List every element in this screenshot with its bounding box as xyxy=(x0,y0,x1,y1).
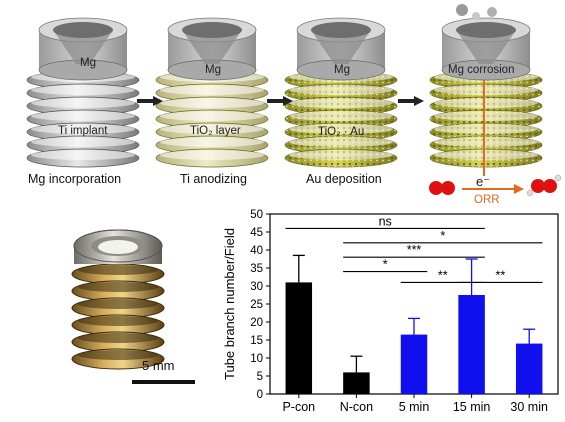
implant-step-4 xyxy=(429,17,543,168)
thread-gap xyxy=(160,85,264,95)
step1-ti-implant-label: Ti implant xyxy=(58,125,108,137)
y-tick-label: 35 xyxy=(250,263,263,275)
thread-gap xyxy=(31,98,135,108)
step4-orr-label: ORR xyxy=(474,194,500,206)
thread-gap xyxy=(434,124,538,134)
implant-step-1 xyxy=(26,17,140,168)
bar-15-min xyxy=(458,295,485,394)
y-tick-label: 10 xyxy=(250,353,263,365)
photo-thread-groove xyxy=(78,265,158,275)
thread-gap xyxy=(31,124,135,134)
thread-gap xyxy=(31,85,135,95)
x-tick-label: P-con xyxy=(282,400,315,414)
mg-cavity xyxy=(311,30,371,64)
thread-gap xyxy=(434,150,538,160)
mg-cavity xyxy=(182,30,242,64)
y-tick-label: 45 xyxy=(250,227,263,239)
thread-gap xyxy=(434,111,538,121)
significance-label: * xyxy=(440,229,445,243)
thread-gap xyxy=(289,137,393,147)
cavity-opening xyxy=(456,22,516,38)
y-tick-label: 40 xyxy=(250,245,263,257)
bar-5-min xyxy=(400,334,428,394)
bar-n-con xyxy=(343,372,370,394)
implant-illustrations xyxy=(26,4,562,197)
thread-gap xyxy=(31,150,135,160)
x-tick-label: 5 min xyxy=(399,400,430,414)
process-arrow-3 xyxy=(398,96,424,106)
step4-electron-label: e⁻ xyxy=(476,174,491,189)
process-arrow-2 xyxy=(267,96,293,106)
thread-gap xyxy=(289,111,393,121)
step2-caption: Ti anodizing xyxy=(180,172,247,186)
photo-thread-groove xyxy=(78,299,158,309)
x-tick-label: N-con xyxy=(340,400,373,414)
thread-gap xyxy=(434,137,538,147)
y-tick-label: 25 xyxy=(250,299,263,311)
y-axis-label: Tube branch number/Field xyxy=(222,228,237,380)
orr-arrow-head xyxy=(514,184,524,194)
step1-mg-label: Mg xyxy=(80,57,96,69)
significance-label: ns xyxy=(379,214,392,228)
cavity-opening xyxy=(182,22,242,38)
implant-step-3 xyxy=(284,17,398,168)
cavity-opening xyxy=(311,22,371,38)
step4-mg-corrosion-label: Mg corrosion xyxy=(448,64,515,76)
thread-gap xyxy=(160,150,264,160)
step3-tio2-au-label: TiO₂ · Au xyxy=(318,126,365,138)
water-molecule xyxy=(526,174,562,197)
step1-caption: Mg incorporation xyxy=(28,172,122,186)
released-mg-particles xyxy=(456,4,497,20)
x-tick-label: 15 min xyxy=(453,400,491,414)
y-tick-label: 50 xyxy=(250,209,263,221)
photo-thread-groove xyxy=(78,316,158,326)
significance-label: ** xyxy=(438,268,448,282)
y-tick-label: 15 xyxy=(250,335,263,347)
y-tick-label: 5 xyxy=(257,371,263,383)
implant-step-2 xyxy=(155,17,269,168)
scale-bar xyxy=(132,380,195,384)
y-tick-label: 0 xyxy=(257,389,263,401)
bar-chart: 0 5 10 15 20 25 30 35 40 45 50 Tube branch number/F… xyxy=(222,204,565,417)
implant-photo: 5 mm xyxy=(30,208,205,408)
step3-mg-label: Mg xyxy=(334,64,350,76)
thread-gap xyxy=(160,111,264,121)
significance-label: *** xyxy=(407,243,422,257)
schematic: Mg Ti implant Mg incorporation Mg TiO₂ l… xyxy=(0,0,565,206)
step2-mg-label: Mg xyxy=(205,64,221,76)
thread-gap xyxy=(160,124,264,134)
x-tick-label: 30 min xyxy=(510,400,548,414)
thread-gap xyxy=(289,85,393,95)
process-arrow-1 xyxy=(137,96,163,106)
photo-thread-groove xyxy=(78,350,158,360)
thread-gap xyxy=(160,98,264,108)
thread-gap xyxy=(434,85,538,95)
significance-label: ** xyxy=(496,268,506,282)
scale-bar-label: 5 mm xyxy=(142,358,175,373)
thread-gap xyxy=(289,98,393,108)
thread-gap xyxy=(434,98,538,108)
bar-30-min xyxy=(515,343,543,394)
bar-chart-svg: 0 5 10 15 20 25 30 35 40 45 50 Tube branch number/F… xyxy=(222,209,559,414)
implant-photo-image xyxy=(71,229,165,370)
step3-caption: Au deposition xyxy=(306,172,382,186)
significance-label: * xyxy=(383,258,388,272)
photo-thread-groove xyxy=(78,282,158,292)
step2-tio2-layer-label: TiO₂ layer xyxy=(190,125,241,137)
mg-cavity xyxy=(53,30,113,64)
thread-gap xyxy=(31,137,135,147)
thread-gap xyxy=(31,111,135,121)
thread-gap xyxy=(289,124,393,134)
bar-p-con xyxy=(285,282,313,394)
thread-gap xyxy=(160,137,264,147)
o2-molecule xyxy=(429,181,455,195)
thread-gap xyxy=(289,150,393,160)
cavity-opening xyxy=(53,22,113,38)
mg-cavity xyxy=(456,30,516,64)
y-tick-label: 30 xyxy=(250,281,263,293)
photo-thread-groove xyxy=(78,333,158,343)
y-tick-label: 20 xyxy=(250,317,263,329)
